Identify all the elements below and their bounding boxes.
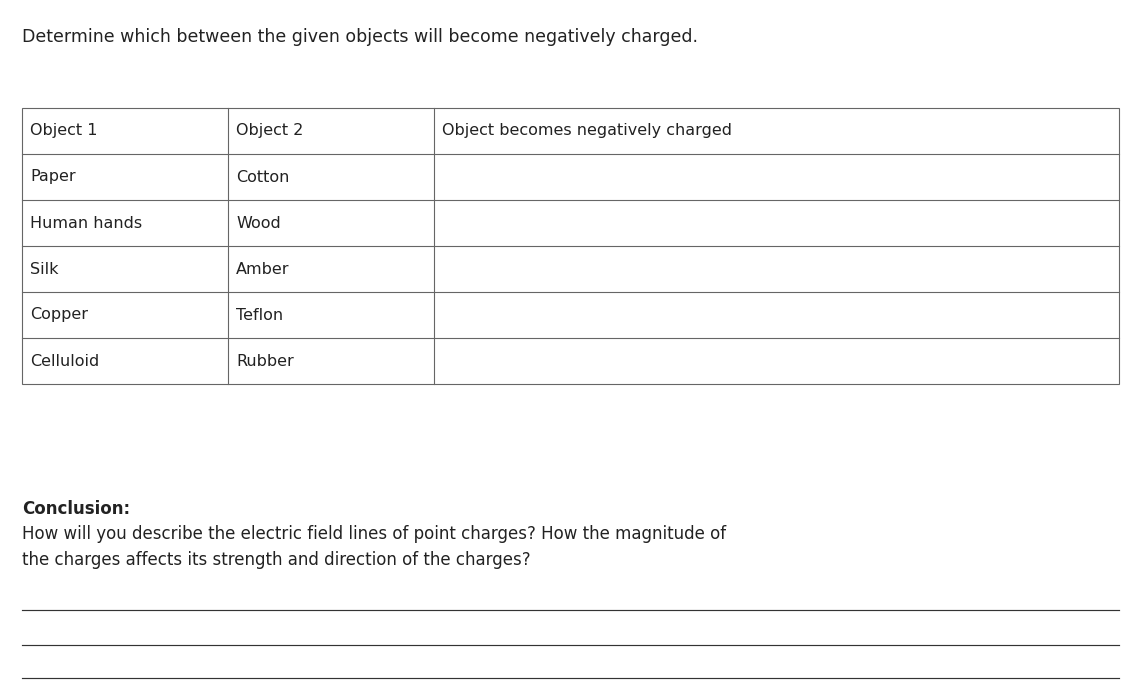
- Text: Rubber: Rubber: [236, 354, 293, 369]
- Text: Object 2: Object 2: [236, 124, 304, 138]
- Text: Copper: Copper: [30, 308, 88, 323]
- Text: Conclusion:: Conclusion:: [22, 500, 130, 518]
- Text: Paper: Paper: [30, 169, 75, 184]
- Text: Teflon: Teflon: [236, 308, 283, 323]
- Text: Determine which between the given objects will become negatively charged.: Determine which between the given object…: [22, 28, 698, 46]
- Text: How will you describe the electric field lines of point charges? How the magnitu: How will you describe the electric field…: [22, 525, 726, 569]
- Text: Wood: Wood: [236, 215, 281, 230]
- Text: Silk: Silk: [30, 261, 58, 277]
- Text: Object becomes negatively charged: Object becomes negatively charged: [442, 124, 733, 138]
- Text: Human hands: Human hands: [30, 215, 143, 230]
- Text: Amber: Amber: [236, 261, 290, 277]
- Text: Cotton: Cotton: [236, 169, 290, 184]
- Text: Celluloid: Celluloid: [30, 354, 99, 369]
- Bar: [22, 108, 1119, 384]
- Text: Object 1: Object 1: [30, 124, 97, 138]
